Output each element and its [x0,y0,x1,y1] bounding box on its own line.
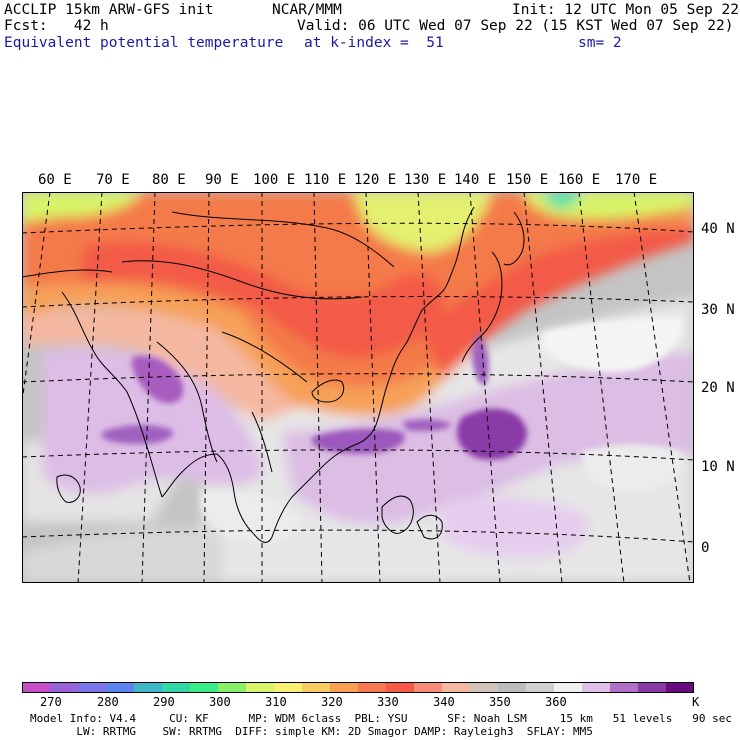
colorbar-swatch [218,682,247,693]
lon-label: 160 E [558,172,601,188]
lat-label: 30 N [701,302,735,318]
colorbar-swatch [162,682,191,693]
colorbar-swatch [246,682,275,693]
colorbar-swatch [666,682,694,693]
moisture-cores [102,317,683,542]
colorbar [22,682,694,693]
coastlines [22,206,525,543]
lon-label: 110 E [304,172,347,188]
colorbar-swatch [106,682,135,693]
colorbar-swatch [78,682,107,693]
colorbar-swatch [638,682,667,693]
colorbar-swatch [610,682,639,693]
field-fills [22,192,694,583]
lat-label: 0 [701,540,710,556]
lon-label: 60 E [38,172,72,188]
lon-label: 100 E [253,172,296,188]
colorbar-swatch [190,682,219,693]
colorbar-label: 320 [321,695,343,709]
center-name: NCAR/MMM [272,2,342,18]
lon-label: 150 E [506,172,549,188]
map-frame [22,192,694,583]
lon-label: 130 E [404,172,447,188]
colorbar-swatch [302,682,331,693]
lon-label: 80 E [152,172,186,188]
smoothing: sm= 2 [578,35,622,51]
model-title: ACCLIP 15km ARW-GFS init [4,2,214,18]
colorbar-label: 350 [489,695,511,709]
colorbar-swatch [274,682,303,693]
lon-label: 70 E [96,172,130,188]
valid-time: Valid: 06 UTC Wed 07 Sep 22 (15 KST Wed … [297,18,734,34]
colorbar-label: 280 [97,695,119,709]
lon-label: 140 E [454,172,497,188]
colorbar-swatch [22,682,51,693]
lon-label: 170 E [615,172,658,188]
field-name: Equivalent potential temperature [4,35,284,51]
colorbar-swatch [330,682,359,693]
colorbar-swatch [470,682,499,693]
physics-info: LW: RRTMG SW: RRTMG DIFF: simple KM: 2D … [30,725,593,738]
colorbar-label: 340 [433,695,455,709]
colorbar-label: 310 [265,695,287,709]
colorbar-swatch [50,682,79,693]
colorbar-swatch [134,682,163,693]
colorbar-swatch [414,682,443,693]
colorbar-swatch [358,682,387,693]
lat-label: 40 N [701,221,735,237]
colorbar-frame [22,682,694,693]
colorbar-label: 330 [377,695,399,709]
forecast-hour: Fcst: 42 h [4,18,109,34]
colorbar-swatch [582,682,611,693]
colorbar-label: 270 [40,695,62,709]
lat-label: 20 N [701,380,735,396]
level-index: at k-index = 51 [304,35,444,51]
colorbar-swatch [526,682,555,693]
init-time: Init: 12 UTC Mon 05 Sep 22 [512,2,739,18]
colorbar-swatch [386,682,415,693]
lon-label: 120 E [354,172,397,188]
theta-e-map [22,192,694,583]
colorbar-label: 360 [545,695,567,709]
colorbar-swatch [442,682,471,693]
colorbar-swatch [554,682,583,693]
lat-label: 10 N [701,459,735,475]
colorbar-swatch [498,682,527,693]
colorbar-label: 300 [209,695,231,709]
model-info: Model Info: V4.4 CU: KF MP: WDM 6class P… [30,712,732,725]
graticule [22,192,694,583]
colorbar-label: 290 [153,695,175,709]
lon-label: 90 E [205,172,239,188]
colorbar-unit: K [692,695,700,709]
